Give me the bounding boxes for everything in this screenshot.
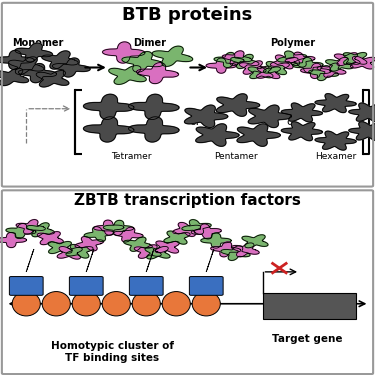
Polygon shape	[164, 231, 190, 244]
Text: BTB proteins: BTB proteins	[122, 6, 253, 24]
Polygon shape	[152, 46, 193, 66]
Polygon shape	[206, 58, 236, 73]
FancyBboxPatch shape	[9, 277, 43, 296]
Polygon shape	[18, 64, 57, 82]
Polygon shape	[293, 57, 323, 73]
Ellipse shape	[132, 292, 160, 316]
Text: Target gene: Target gene	[272, 334, 343, 344]
Ellipse shape	[42, 292, 70, 316]
Polygon shape	[136, 63, 178, 84]
Polygon shape	[0, 68, 28, 86]
Text: Pentamer: Pentamer	[214, 152, 258, 161]
Text: Polymer: Polymer	[270, 38, 315, 48]
FancyBboxPatch shape	[69, 277, 103, 296]
Polygon shape	[315, 94, 356, 112]
Polygon shape	[145, 246, 170, 259]
Polygon shape	[36, 70, 69, 87]
Polygon shape	[75, 237, 104, 251]
Polygon shape	[281, 122, 322, 141]
Polygon shape	[129, 117, 179, 142]
Polygon shape	[155, 241, 179, 253]
Text: or: or	[189, 117, 201, 127]
Polygon shape	[270, 55, 298, 69]
FancyBboxPatch shape	[262, 292, 356, 319]
Polygon shape	[196, 124, 239, 146]
Polygon shape	[124, 237, 152, 251]
Polygon shape	[48, 242, 72, 254]
Polygon shape	[278, 51, 307, 66]
Polygon shape	[102, 42, 145, 63]
Polygon shape	[214, 53, 244, 68]
Polygon shape	[334, 53, 360, 66]
Polygon shape	[42, 51, 78, 69]
Polygon shape	[113, 227, 143, 242]
Polygon shape	[222, 51, 252, 66]
Text: Monomer: Monomer	[12, 38, 63, 48]
Ellipse shape	[72, 292, 100, 316]
Polygon shape	[53, 58, 90, 77]
Polygon shape	[242, 235, 268, 248]
Polygon shape	[349, 122, 375, 141]
Polygon shape	[248, 66, 273, 79]
Ellipse shape	[102, 292, 130, 316]
Polygon shape	[129, 94, 179, 120]
Polygon shape	[15, 43, 52, 62]
Text: or: or	[287, 117, 298, 127]
Polygon shape	[343, 53, 367, 64]
Polygon shape	[350, 56, 375, 69]
Polygon shape	[66, 244, 93, 258]
Polygon shape	[317, 63, 346, 78]
Polygon shape	[239, 61, 266, 74]
Text: ZBTB transcription factors: ZBTB transcription factors	[74, 193, 301, 208]
Polygon shape	[237, 124, 280, 146]
Polygon shape	[315, 131, 356, 150]
Ellipse shape	[12, 292, 40, 316]
Polygon shape	[6, 224, 36, 238]
Polygon shape	[27, 223, 54, 237]
Polygon shape	[256, 67, 280, 79]
Ellipse shape	[162, 292, 190, 316]
Polygon shape	[231, 54, 259, 69]
Polygon shape	[94, 220, 124, 235]
Polygon shape	[84, 94, 134, 120]
FancyBboxPatch shape	[189, 277, 223, 296]
Polygon shape	[122, 52, 163, 72]
Polygon shape	[84, 117, 134, 142]
Polygon shape	[301, 63, 331, 78]
Polygon shape	[326, 57, 353, 71]
Polygon shape	[0, 232, 26, 248]
Polygon shape	[248, 105, 291, 128]
Polygon shape	[134, 245, 161, 258]
Text: Hexamer: Hexamer	[315, 152, 356, 161]
Polygon shape	[285, 52, 315, 67]
Text: Homotypic cluster of
TF binding sites: Homotypic cluster of TF binding sites	[51, 341, 174, 363]
Polygon shape	[104, 220, 134, 236]
Polygon shape	[216, 94, 260, 116]
Polygon shape	[9, 57, 44, 75]
Polygon shape	[109, 66, 146, 84]
FancyBboxPatch shape	[129, 277, 163, 296]
Polygon shape	[184, 105, 228, 128]
Polygon shape	[84, 226, 114, 242]
Text: Tetramer: Tetramer	[111, 152, 152, 161]
Ellipse shape	[192, 292, 220, 316]
Polygon shape	[57, 246, 82, 259]
Polygon shape	[281, 103, 322, 122]
Polygon shape	[0, 50, 34, 70]
Polygon shape	[191, 224, 221, 239]
Polygon shape	[182, 220, 211, 234]
Polygon shape	[263, 62, 290, 75]
Polygon shape	[201, 233, 231, 248]
Text: Dimer: Dimer	[134, 38, 166, 48]
Polygon shape	[231, 243, 259, 257]
Polygon shape	[37, 232, 63, 244]
Polygon shape	[211, 242, 241, 257]
Polygon shape	[16, 220, 45, 234]
Polygon shape	[173, 222, 201, 237]
Polygon shape	[309, 66, 339, 81]
Polygon shape	[221, 246, 250, 260]
Polygon shape	[349, 103, 375, 122]
